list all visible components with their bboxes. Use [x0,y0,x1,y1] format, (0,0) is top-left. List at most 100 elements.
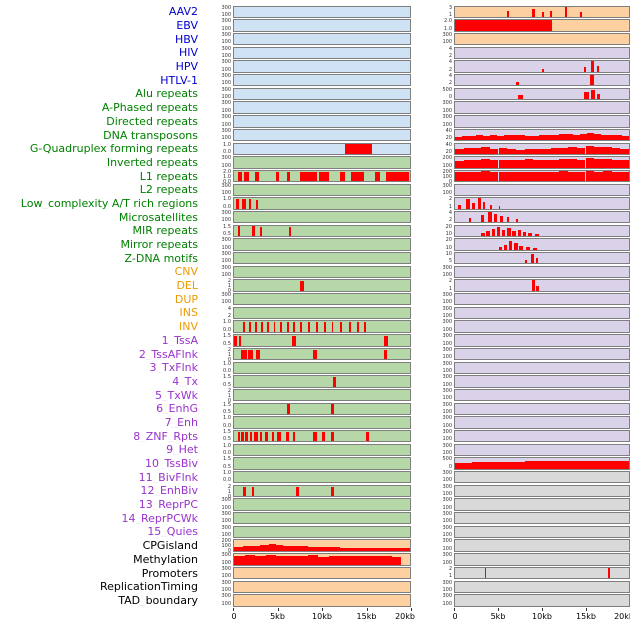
y-axis-tick-label: 300 [442,524,452,531]
y-axis-ticks: 1.5 0.5 [203,457,233,469]
right-signal-track [454,388,630,402]
y-axis-tick-label: 100 [442,272,452,279]
signal-bar [531,280,536,291]
signal-bar [475,135,483,141]
signal-bar [292,335,296,346]
signal-bar [286,171,291,182]
signal-bar [344,143,373,154]
y-axis-ticks: 300 100 [203,5,233,18]
y-axis-tick-label: 0.0 [223,477,231,484]
signal-bar [455,136,462,141]
signal-bar [349,322,352,332]
signal-bar [489,171,499,182]
row-label: Promoters [141,567,198,579]
signal-bar [594,460,612,469]
y-axis-tick-label: 1.5 [223,374,231,381]
y-axis-tick-label: 0.5 [223,436,231,443]
signal-bar [329,555,340,565]
right-signal-track [454,279,630,292]
y-axis-tick-label: 1.0 [223,415,231,422]
track-row: 2_TssAFlnk 2 1 0 300 100 [0,347,630,362]
signal-bar [545,135,553,141]
signal-bar [568,146,577,154]
signal-bar [319,171,330,182]
signal-bar [234,547,243,551]
signal-bar [489,160,499,168]
left-signal-track [233,156,411,169]
signal-bar [507,149,516,154]
track-rows: AAV2 300 100 3 1 EBV 300 100 2.0 1.0 HBV 300 100 300 1… [0,5,630,607]
right-signal-track [454,334,630,347]
left-signal-track [233,265,411,279]
signal-bar [500,216,504,223]
track-row: 8_ZNF_Rpts 1.5 0.5 300 100 [0,429,630,443]
signal-bar [601,134,609,141]
signal-bar [243,171,249,182]
track-row: DUP 300 100 300 100 [0,292,630,306]
y-axis-tick-label: 500 [442,456,452,463]
signal-bar [522,231,527,236]
signal-bar [568,171,577,182]
y-axis-tick-label: 0 [448,178,452,185]
y-axis-tick-label: 2 [227,313,231,320]
signal-bar [292,431,296,442]
left-signal-track [233,402,411,415]
x-axis-label: 10kb [532,612,552,621]
signal-bar [498,148,508,154]
row-label: A-Phased repeats [101,102,198,114]
y-axis-tick-label: 300 [442,374,452,381]
y-axis-tick-label: 100 [442,354,452,361]
x-axis-label: 15kb [576,612,596,621]
x-axis-spacer-left [0,608,233,628]
left-signal-track [233,525,411,539]
y-axis-ticks: 500 0 [411,87,454,100]
signal-bar [235,199,240,209]
y-axis-tick-label: 100 [221,504,231,511]
signal-bar [276,545,284,551]
row-label: 11_BivFlnk [138,471,198,483]
signal-bar [234,335,237,346]
right-signal-track [454,128,630,142]
row-label: 3_TxFlnk [149,362,198,374]
signal-bar [265,555,277,565]
y-axis-tick-label: 1 [448,12,452,19]
track-row: L2 repeats 300 100 300 100 [0,183,630,197]
y-axis-tick-label: 300 [221,18,231,25]
y-axis-tick-label: 200 [442,155,452,162]
x-axis-right: 0 5kb 10kb 15kb 20kb [452,608,630,628]
y-axis-tick-label: 0.5 [223,340,231,347]
y-axis-ticks: 1.0 0.0 [203,471,233,483]
left-signal-track [233,252,411,265]
signal-bar [576,171,586,182]
right-signal-track [454,594,630,607]
signal-bar [573,135,581,141]
y-axis-ticks: 300 100 [203,252,233,264]
y-axis-ticks: 300 100 [411,580,454,593]
signal-bar [498,171,508,182]
signal-bar [514,243,518,250]
y-axis-tick-label: 1.0 [223,319,231,326]
signal-bar [318,556,330,565]
signal-bar [530,253,535,264]
signal-bar [489,204,492,209]
row-label: HPV [175,61,198,73]
track-row: HBV 300 100 300 100 [0,32,630,46]
y-axis-ticks: 300 100 [203,566,233,579]
signal-bar [286,322,289,332]
y-axis-tick-label: 100 [442,504,452,511]
signal-bar [532,8,535,17]
signal-bar [455,172,464,182]
y-axis-ticks: 500 0 [411,457,454,469]
signal-bar [496,135,504,141]
signal-bar [507,461,525,469]
signal-bar [248,322,251,332]
y-axis-tick-label: 0.5 [223,381,231,388]
x-axis-tick [498,608,499,611]
signal-bar [503,244,508,250]
signal-bar [566,133,574,141]
right-signal-track [454,306,630,320]
